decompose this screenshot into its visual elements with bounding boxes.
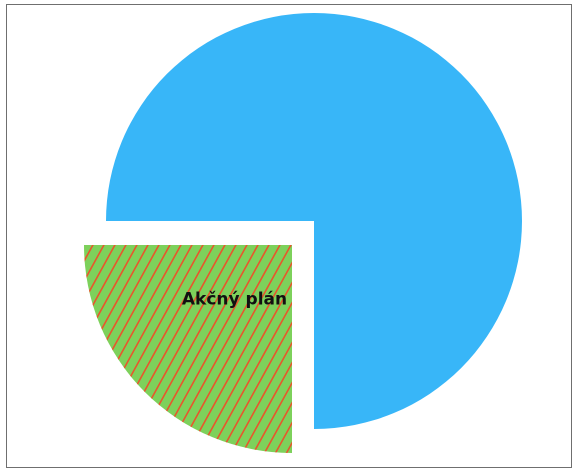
slice-label: Akčný plán (182, 290, 287, 310)
pie-slice-main (106, 13, 522, 429)
pie-slice-action-plan (84, 245, 292, 453)
